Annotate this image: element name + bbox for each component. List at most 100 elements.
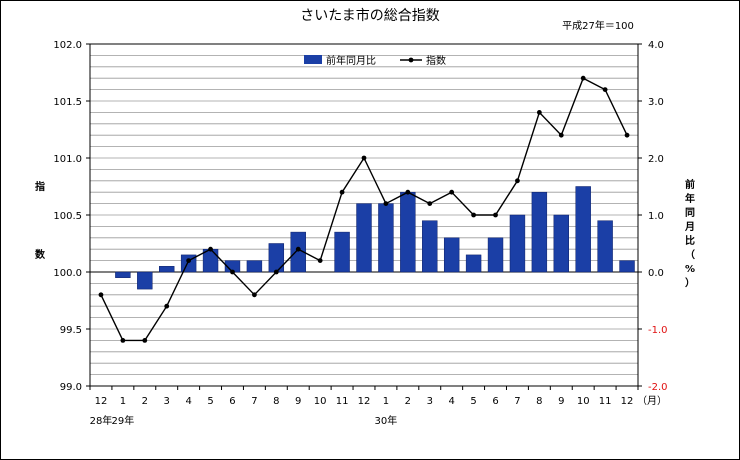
bar-yoy-16 [443, 237, 460, 273]
y-left-tick-label: 101.0 [53, 154, 82, 165]
x-tick-label: 8 [536, 396, 542, 407]
x-tick-label: 7 [251, 396, 257, 407]
x-tick-label: 12 [95, 396, 108, 407]
bar-yoy-21 [553, 214, 569, 273]
bar-yoy-1 [115, 271, 131, 278]
index-point-15 [427, 201, 433, 207]
index-point-7 [252, 292, 257, 298]
index-point-1 [120, 338, 126, 343]
index-point-14 [405, 189, 411, 195]
x-tick-label: 5 [470, 396, 476, 407]
index-point-0 [98, 292, 104, 298]
y-right-label: （ [685, 248, 695, 261]
base-note: 平成27年＝100 [562, 19, 634, 32]
y-right-tick-label: 3.0 [648, 97, 664, 108]
x-tick-label: 2 [405, 396, 411, 407]
x-tick-label: 12 [621, 396, 634, 407]
index-point-3 [164, 303, 170, 309]
index-point-16 [449, 189, 455, 195]
index-point-2 [142, 338, 148, 343]
index-point-18 [493, 212, 498, 218]
bar-yoy-8 [268, 243, 285, 273]
index-point-24 [624, 132, 630, 138]
y-right-label: 前 [685, 178, 695, 191]
index-point-13 [383, 201, 389, 207]
index-point-22 [580, 75, 586, 81]
y-left-tick-label: 100.0 [53, 268, 82, 279]
index-point-19 [515, 178, 520, 184]
index-point-11 [339, 189, 345, 195]
bar-yoy-13 [378, 203, 394, 273]
year-label: 30年 [375, 414, 398, 427]
bar-yoy-24 [619, 260, 635, 273]
y-right-tick-label: 2.0 [648, 154, 664, 165]
x-tick-label: 6 [229, 396, 235, 407]
y-right-label: 月 [684, 221, 695, 233]
y-left-tick-label: 99.5 [60, 325, 82, 336]
bar-yoy-2 [137, 271, 153, 290]
y-left-tick-label: 101.5 [53, 97, 82, 108]
bar-yoy-15 [422, 220, 438, 273]
x-tick-label: 11 [336, 396, 349, 407]
x-unit-label: （月） [637, 395, 667, 407]
bar-yoy-17 [465, 254, 482, 273]
legend-bar-swatch [304, 55, 322, 64]
legend-line-label: 指数 [426, 54, 446, 67]
x-tick-label: 1 [383, 396, 389, 407]
bar-yoy-23 [597, 220, 613, 273]
x-tick-label: 6 [492, 396, 498, 407]
index-point-5 [208, 246, 213, 252]
bar-yoy-7 [246, 260, 263, 273]
index-point-6 [230, 269, 235, 275]
year-label: 29年 [112, 414, 135, 427]
y-right-label: 比 [685, 234, 695, 247]
y-left-label: 指 [35, 180, 45, 193]
x-tick-label: 11 [599, 396, 612, 407]
y-left-tick-label: 102.0 [53, 40, 82, 51]
y-left-tick-label: 99.0 [60, 382, 82, 393]
y-left-tick-label: 100.5 [53, 211, 82, 222]
x-tick-label: 12 [358, 396, 371, 407]
x-tick-label: 4 [448, 396, 454, 407]
chart-title: さいたま市の総合指数 [300, 7, 440, 24]
bar-yoy-3 [159, 266, 175, 273]
bar-yoy-19 [509, 214, 526, 273]
x-tick-label: 7 [514, 396, 520, 407]
index-point-23 [602, 87, 608, 92]
index-point-17 [471, 212, 476, 218]
bar-yoy-12 [356, 203, 372, 273]
bar-yoy-20 [531, 191, 548, 273]
y-right-label: % [685, 264, 695, 275]
index-point-10 [317, 258, 323, 263]
x-tick-label: 4 [185, 396, 191, 407]
x-tick-label: 10 [314, 396, 327, 407]
bar-yoy-11 [334, 231, 350, 273]
x-tick-label: 10 [577, 396, 590, 407]
x-tick-label: 9 [295, 396, 301, 407]
legend-bar-label: 前年同月比 [326, 54, 376, 67]
x-tick-label: 2 [142, 396, 148, 407]
index-point-9 [295, 246, 301, 252]
y-right-tick-label: 0.0 [648, 268, 664, 279]
index-point-21 [558, 132, 564, 138]
y-right-tick-label: -1.0 [648, 325, 668, 336]
x-tick-label: 3 [427, 396, 433, 407]
index-point-20 [536, 110, 542, 115]
y-right-label: ） [685, 276, 695, 289]
y-right-label: 同 [685, 207, 695, 219]
bar-yoy-18 [487, 237, 504, 273]
x-tick-label: 9 [558, 396, 564, 407]
x-tick-label: 8 [273, 396, 279, 407]
y-left-label: 数 [35, 248, 46, 261]
legend-line-marker [408, 57, 414, 63]
year-label: 28年 [90, 414, 113, 427]
x-tick-label: 1 [120, 396, 126, 407]
index-point-8 [273, 269, 279, 275]
index-point-4 [186, 258, 192, 263]
bar-yoy-14 [400, 191, 416, 273]
bar-yoy-9 [290, 231, 306, 273]
index-point-12 [361, 155, 367, 161]
y-right-tick-label: 4.0 [648, 40, 664, 51]
y-right-tick-label: -2.0 [648, 382, 668, 393]
